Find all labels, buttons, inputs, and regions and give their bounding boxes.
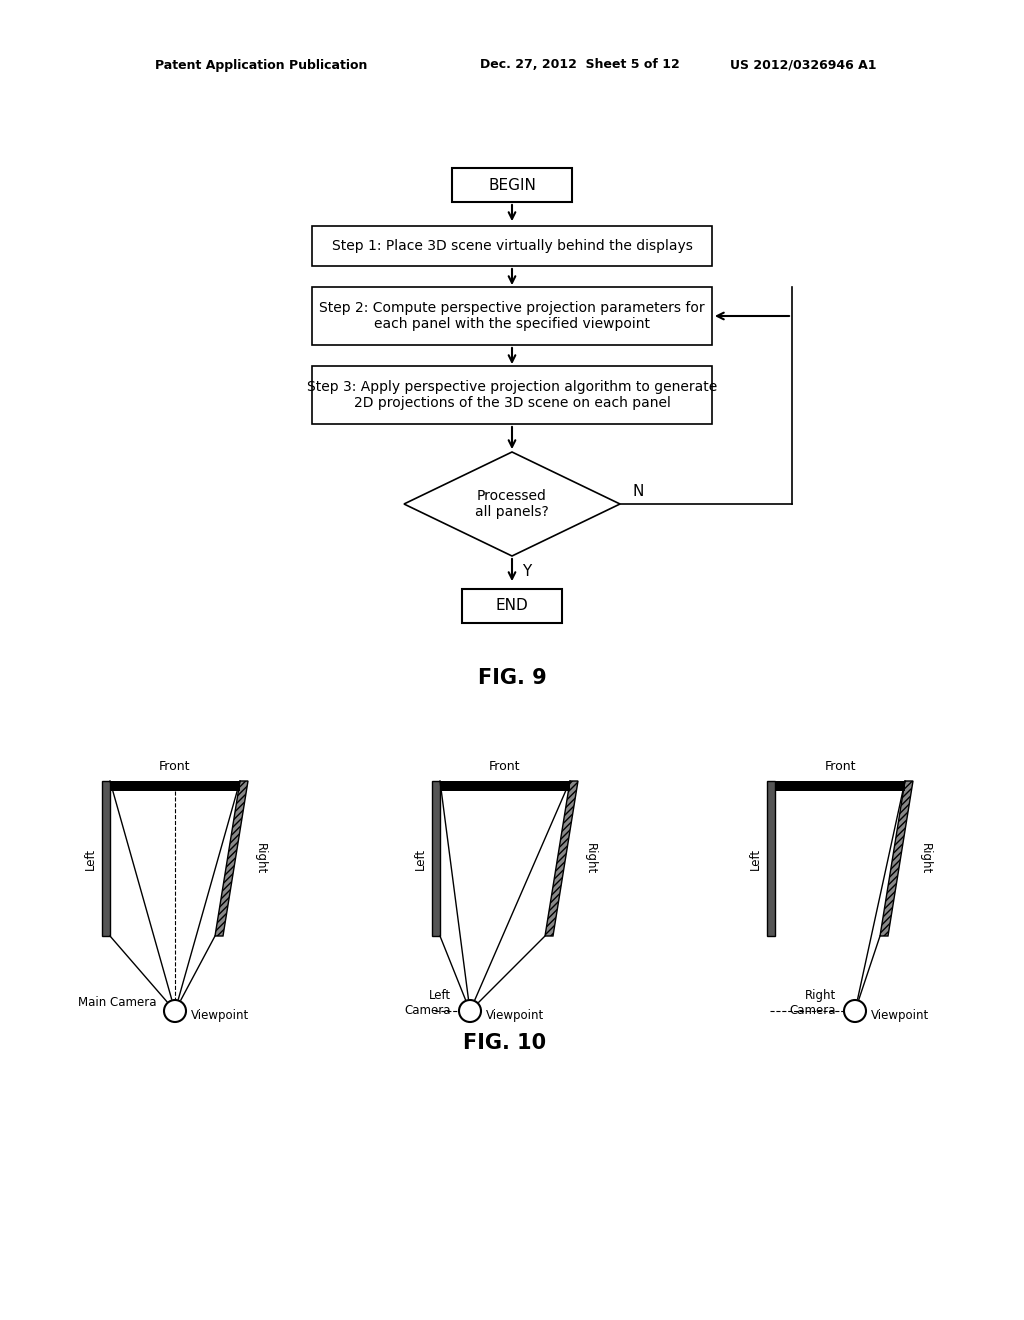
Text: FIG. 10: FIG. 10 (464, 1034, 547, 1053)
Polygon shape (880, 781, 913, 936)
Text: FIG. 9: FIG. 9 (477, 668, 547, 688)
Bar (312, 286, 712, 345)
Text: Viewpoint: Viewpoint (191, 1010, 249, 1023)
Polygon shape (545, 781, 578, 936)
Text: N: N (632, 484, 643, 499)
Text: Left: Left (749, 847, 762, 870)
Bar (462, 589, 562, 623)
Text: Front: Front (160, 760, 190, 774)
Text: Step 3: Apply perspective projection algorithm to generate
2D projections of the: Step 3: Apply perspective projection alg… (307, 380, 717, 411)
Polygon shape (767, 781, 775, 936)
Bar (312, 226, 712, 267)
Text: Left
Camera: Left Camera (404, 989, 451, 1016)
Text: Left: Left (84, 847, 96, 870)
Text: Right: Right (254, 843, 266, 874)
Bar (110, 781, 240, 791)
Circle shape (459, 1001, 481, 1022)
Bar (775, 781, 905, 791)
Text: Processed
all panels?: Processed all panels? (475, 488, 549, 519)
Text: END: END (496, 598, 528, 614)
Circle shape (844, 1001, 866, 1022)
Text: Front: Front (489, 760, 521, 774)
Text: Main Camera: Main Camera (78, 997, 156, 1010)
Text: Front: Front (824, 760, 856, 774)
Text: Y: Y (522, 564, 531, 579)
Polygon shape (215, 781, 248, 936)
Bar (452, 168, 572, 202)
Text: Right: Right (919, 843, 932, 874)
Text: Right
Camera: Right Camera (790, 989, 836, 1016)
Bar (312, 366, 712, 424)
Text: Step 2: Compute perspective projection parameters for
each panel with the specif: Step 2: Compute perspective projection p… (319, 301, 705, 331)
Text: Left: Left (414, 847, 427, 870)
Polygon shape (432, 781, 440, 936)
Text: Viewpoint: Viewpoint (486, 1010, 544, 1023)
Text: Step 1: Place 3D scene virtually behind the displays: Step 1: Place 3D scene virtually behind … (332, 239, 692, 253)
Text: Dec. 27, 2012  Sheet 5 of 12: Dec. 27, 2012 Sheet 5 of 12 (480, 58, 680, 71)
Text: US 2012/0326946 A1: US 2012/0326946 A1 (730, 58, 877, 71)
Circle shape (164, 1001, 186, 1022)
Polygon shape (102, 781, 110, 936)
Text: Patent Application Publication: Patent Application Publication (155, 58, 368, 71)
Text: BEGIN: BEGIN (488, 177, 536, 193)
Bar (440, 781, 570, 791)
Polygon shape (404, 451, 620, 556)
Text: Viewpoint: Viewpoint (871, 1010, 929, 1023)
Text: Right: Right (584, 843, 597, 874)
